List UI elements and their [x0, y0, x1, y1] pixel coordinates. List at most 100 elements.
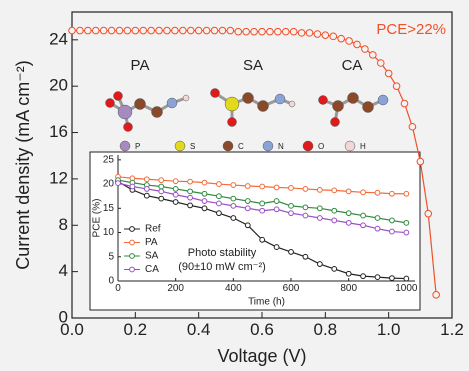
- data-point: [231, 203, 236, 208]
- data-point: [245, 184, 250, 189]
- data-point: [77, 27, 84, 34]
- data-point: [385, 70, 392, 77]
- data-point: [217, 211, 222, 216]
- data-point: [144, 187, 149, 192]
- data-point: [289, 250, 294, 255]
- legend-label: PA: [145, 237, 158, 248]
- data-point: [173, 192, 178, 197]
- y-tick-label: 20: [103, 179, 115, 190]
- data-point: [361, 274, 366, 279]
- x-tick-label: 0: [115, 283, 121, 294]
- x-tick-label: 0.8: [314, 320, 338, 339]
- atom-swatch: [223, 141, 233, 151]
- data-point: [188, 189, 193, 194]
- data-point: [243, 28, 250, 35]
- x-tick-label: 1.2: [440, 320, 464, 339]
- data-point: [188, 203, 193, 208]
- data-point: [172, 27, 179, 34]
- data-point: [260, 237, 265, 242]
- data-point: [260, 201, 265, 206]
- x-tick-label: 200: [167, 283, 184, 294]
- data-point: [203, 27, 210, 34]
- data-point: [314, 31, 321, 38]
- data-point: [330, 33, 337, 40]
- data-point: [188, 195, 193, 200]
- data-point: [217, 182, 222, 187]
- annotation: Photo stability: [188, 247, 257, 259]
- data-point: [282, 28, 289, 35]
- data-point: [404, 276, 409, 281]
- data-point: [375, 190, 380, 195]
- x-tick-label: 0.4: [187, 320, 211, 339]
- data-point: [219, 27, 226, 34]
- data-point: [317, 216, 322, 221]
- data-point: [393, 83, 400, 90]
- data-point: [417, 158, 424, 165]
- data-point: [404, 230, 409, 235]
- data-point: [217, 201, 222, 206]
- data-point: [275, 28, 282, 35]
- data-point: [322, 32, 329, 39]
- x-tick-label: 400: [225, 283, 242, 294]
- atom-label: S: [190, 142, 195, 151]
- data-point: [164, 27, 171, 34]
- data-point: [227, 27, 234, 34]
- data-point: [211, 27, 218, 34]
- data-point: [267, 28, 274, 35]
- y-tick-label: 0: [108, 276, 114, 287]
- atom-label: C: [238, 142, 244, 151]
- data-point: [290, 28, 297, 35]
- data-point: [85, 27, 92, 34]
- data-point: [377, 60, 384, 67]
- legend-marker: [130, 240, 135, 245]
- data-point: [202, 199, 207, 204]
- x-tick-label: 1000: [395, 283, 418, 294]
- data-point: [245, 206, 250, 211]
- data-point: [148, 27, 155, 34]
- data-point: [354, 41, 361, 48]
- data-point: [187, 27, 194, 34]
- data-point: [362, 46, 369, 53]
- data-point: [332, 266, 337, 271]
- molecule-label: PA: [131, 57, 150, 74]
- data-point: [370, 52, 377, 59]
- y-tick-label: 12: [49, 168, 68, 187]
- atom-swatch: [120, 141, 130, 151]
- data-point: [409, 123, 416, 130]
- data-point: [289, 203, 294, 208]
- data-point: [404, 220, 409, 225]
- x-axis-title: Time (h): [248, 297, 285, 308]
- data-point: [346, 38, 353, 45]
- data-point: [188, 179, 193, 184]
- inset-frame: [90, 152, 420, 310]
- atom-swatch: [303, 141, 313, 151]
- data-point: [116, 181, 121, 186]
- data-point: [231, 183, 236, 188]
- data-point: [303, 213, 308, 218]
- data-point: [401, 100, 408, 107]
- data-point: [173, 200, 178, 205]
- data-point: [159, 184, 164, 189]
- y-tick-label: 16: [49, 122, 68, 141]
- data-point: [202, 180, 207, 185]
- data-point: [156, 27, 163, 34]
- y-tick-label: 5: [108, 251, 114, 262]
- data-point: [303, 254, 308, 259]
- data-point: [274, 185, 279, 190]
- legend-label: SA: [145, 251, 159, 262]
- data-point: [404, 191, 409, 196]
- data-point: [130, 184, 135, 189]
- data-point: [390, 191, 395, 196]
- annotation: PCE>22%: [376, 21, 446, 38]
- figure: PASACAPSCNOH0.00.20.40.60.81.01.20481216…: [0, 0, 469, 371]
- annotation: (90±10 mW cm⁻²): [178, 261, 266, 273]
- data-point: [298, 30, 305, 37]
- data-point: [259, 28, 266, 35]
- atom-label: O: [318, 142, 324, 151]
- legend-label: CA: [145, 264, 159, 275]
- y-tick-label: 15: [103, 203, 115, 214]
- atom-label: N: [278, 142, 284, 151]
- data-point: [144, 177, 149, 182]
- data-point: [202, 191, 207, 196]
- data-point: [159, 189, 164, 194]
